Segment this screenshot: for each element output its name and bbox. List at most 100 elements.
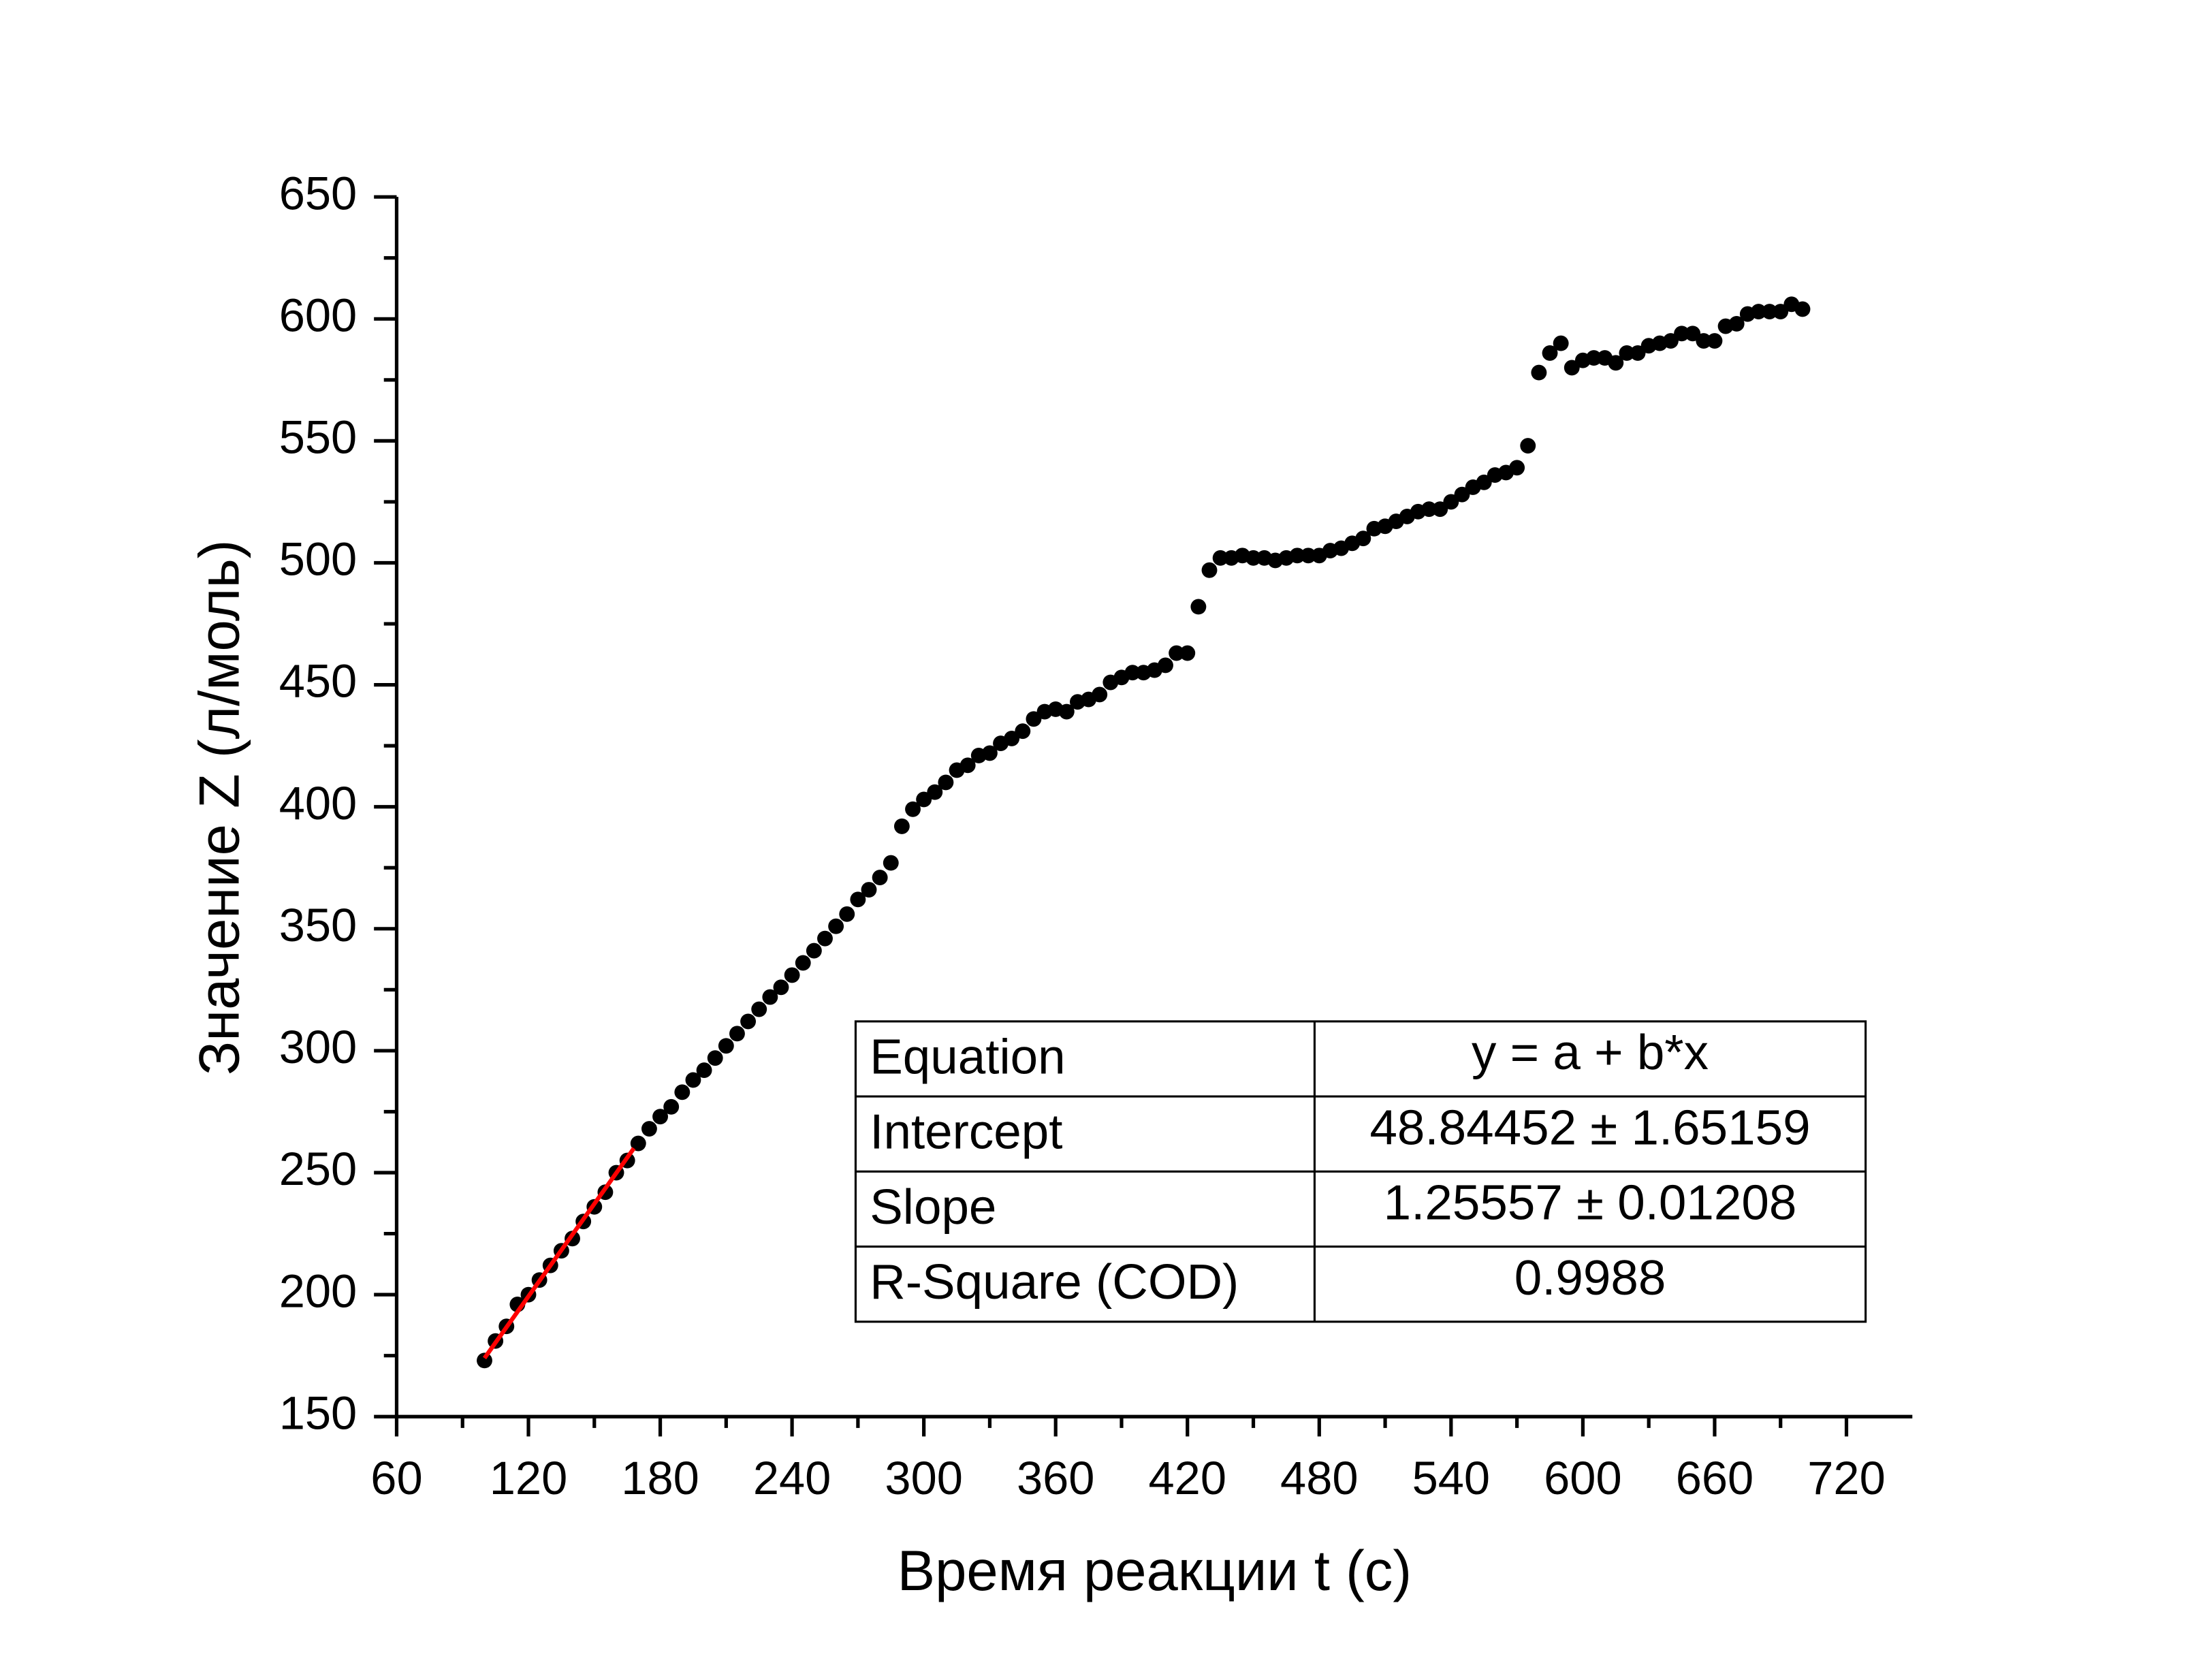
data-point [1421, 501, 1438, 518]
data-point [718, 1038, 734, 1054]
data-point [1432, 501, 1448, 518]
data-point [1179, 645, 1196, 661]
data-point [1564, 360, 1580, 376]
data-point [981, 745, 998, 761]
data-point [1058, 703, 1075, 720]
data-point [938, 774, 954, 791]
data-point [795, 955, 811, 971]
data-point [1608, 355, 1624, 371]
x-tick-label: 540 [1412, 1452, 1491, 1504]
data-point [959, 757, 976, 774]
x-tick-label: 480 [1280, 1452, 1359, 1504]
y-tick-label: 550 [279, 411, 358, 464]
x-tick-label: 240 [753, 1452, 831, 1504]
data-point [1794, 301, 1811, 317]
data-point [477, 1352, 492, 1369]
data-point [1300, 548, 1316, 564]
data-point [762, 989, 778, 1005]
x-tick-label: 600 [1544, 1452, 1622, 1504]
data-point [740, 1013, 757, 1030]
y-tick-label: 500 [279, 533, 358, 586]
data-point [773, 979, 789, 996]
fit-line [482, 1147, 636, 1360]
data-point [883, 855, 899, 871]
data-point [806, 942, 822, 959]
x-tick-label: 420 [1149, 1452, 1227, 1504]
data-point [630, 1135, 646, 1152]
data-point [1201, 562, 1218, 578]
data-point [707, 1050, 723, 1066]
data-point [1015, 723, 1031, 740]
y-tick-label: 250 [279, 1143, 358, 1195]
data-point [817, 930, 833, 947]
x-tick-label: 60 [370, 1452, 422, 1504]
data-point [1212, 550, 1228, 566]
data-point [641, 1121, 657, 1137]
data-point [1476, 474, 1492, 490]
y-tick-label: 650 [279, 167, 358, 219]
data-point [663, 1098, 680, 1115]
table-cell: R-Square (COD) [870, 1254, 1239, 1310]
data-point [674, 1084, 691, 1100]
data-point [1542, 345, 1558, 361]
data-point [839, 906, 855, 922]
data-point [1124, 665, 1141, 681]
data-point [1169, 645, 1185, 661]
data-point [751, 1001, 767, 1017]
data-point [1355, 530, 1371, 547]
table-cell: 0.9988 [1514, 1250, 1666, 1305]
data-point [1026, 711, 1042, 727]
table-cell: Slope [870, 1179, 996, 1235]
y-tick-label: 400 [279, 777, 358, 829]
data-point [1685, 326, 1701, 342]
data-point [893, 818, 910, 834]
data-point [927, 784, 943, 800]
data-point [1630, 345, 1646, 361]
data-point [1531, 364, 1547, 381]
x-axis-label: Время реакции t (с) [898, 1539, 1412, 1602]
data-point [1696, 333, 1712, 349]
data-point [652, 1109, 668, 1125]
data-point [905, 801, 921, 817]
x-tick-label: 660 [1676, 1452, 1754, 1504]
y-tick-label: 350 [279, 899, 358, 951]
data-point [1674, 326, 1690, 342]
x-tick-label: 300 [885, 1452, 963, 1504]
data-point [1443, 494, 1459, 510]
data-point [1619, 345, 1635, 361]
data-point [1245, 550, 1261, 566]
data-point [784, 967, 800, 983]
y-tick-label: 150 [279, 1386, 358, 1439]
table-cell: Equation [870, 1029, 1065, 1084]
data-point [1520, 438, 1536, 454]
data-point [828, 918, 844, 934]
x-tick-label: 120 [490, 1452, 568, 1504]
table-cell: Intercept [870, 1105, 1062, 1160]
data-point [1728, 316, 1745, 332]
data-point [1553, 335, 1569, 351]
data-point [1707, 333, 1723, 349]
y-tick-label: 450 [279, 655, 358, 708]
data-point [1751, 304, 1766, 319]
data-point [1662, 333, 1679, 349]
data-point [1509, 460, 1525, 476]
data-point [916, 791, 932, 808]
data-point [1454, 486, 1470, 503]
y-axis-label: Значение Z (л/моль) [188, 539, 251, 1075]
y-tick-label: 200 [279, 1265, 358, 1317]
data-point [696, 1062, 712, 1079]
table-cell: y = a + b*x [1472, 1025, 1709, 1080]
x-tick-label: 180 [621, 1452, 699, 1504]
data-point [861, 882, 877, 898]
y-tick-label: 300 [279, 1021, 358, 1073]
data-point [1773, 304, 1789, 319]
data-point [729, 1026, 745, 1042]
data-point [685, 1072, 701, 1088]
data-point [850, 891, 866, 908]
data-point [1004, 730, 1020, 746]
y-tick-label: 600 [279, 289, 358, 341]
table-cell: 1.25557 ± 0.01208 [1384, 1175, 1797, 1231]
x-tick-label: 720 [1807, 1452, 1886, 1504]
table-cell: 48.84452 ± 1.65159 [1369, 1100, 1810, 1155]
